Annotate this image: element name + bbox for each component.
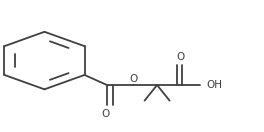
Text: O: O	[129, 74, 138, 84]
Text: O: O	[102, 109, 110, 119]
Text: O: O	[177, 52, 185, 62]
Text: OH: OH	[207, 80, 223, 90]
